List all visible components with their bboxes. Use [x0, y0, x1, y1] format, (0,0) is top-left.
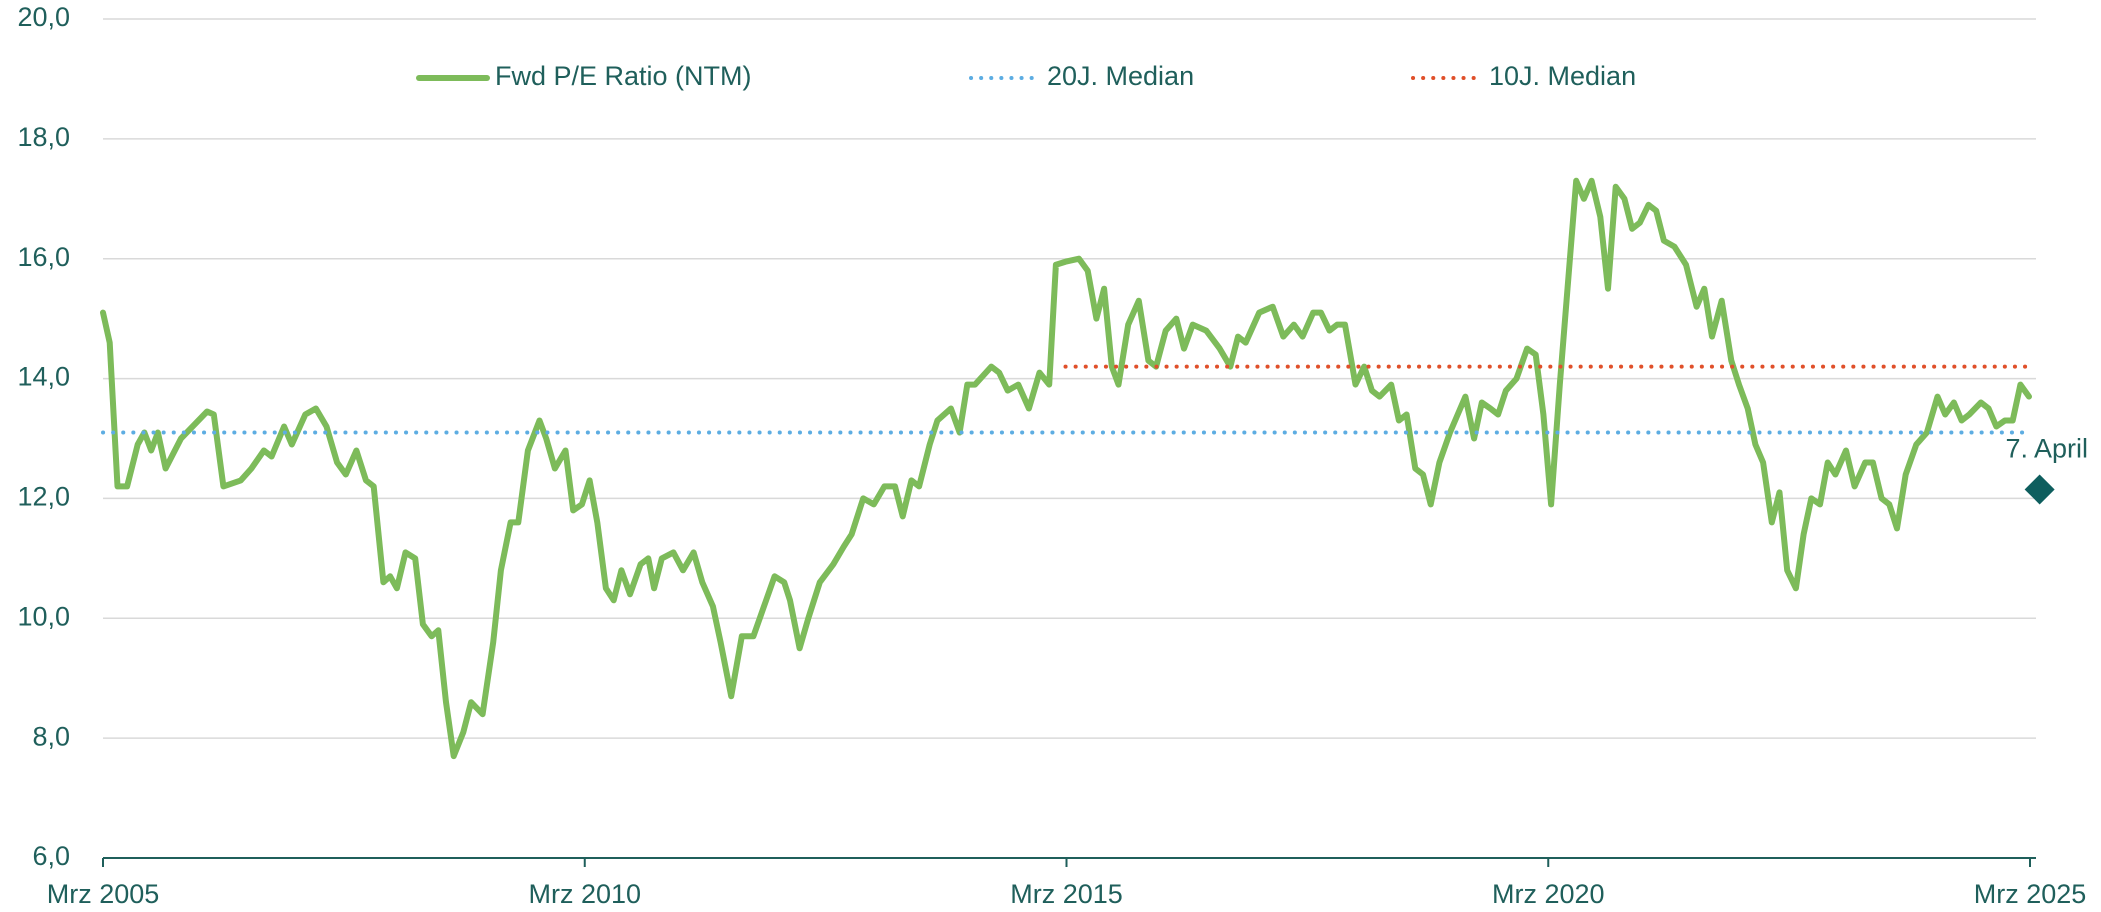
legend-label: Fwd P/E Ratio (NTM): [495, 61, 752, 91]
legend-label: 10J. Median: [1489, 61, 1636, 91]
annotation-label: 7. April: [2005, 434, 2088, 464]
y-tick-label: 12,0: [17, 482, 70, 512]
y-tick-label: 16,0: [17, 242, 70, 272]
annotation-marker: [2024, 474, 2055, 505]
y-tick-label: 6,0: [32, 841, 70, 871]
y-tick-label: 20,0: [17, 2, 70, 32]
y-tick-label: 14,0: [17, 362, 70, 392]
x-tick-label: Mrz 2015: [1010, 879, 1123, 909]
x-tick-label: Mrz 2005: [47, 879, 160, 909]
legend-label: 20J. Median: [1047, 61, 1194, 91]
y-tick-label: 8,0: [32, 721, 70, 751]
x-tick-label: Mrz 2025: [1974, 879, 2087, 909]
y-tick-label: 10,0: [17, 601, 70, 631]
y-tick-label: 18,0: [17, 122, 70, 152]
x-tick-label: Mrz 2020: [1492, 879, 1605, 909]
series-line: [100, 177, 2032, 760]
x-tick-label: Mrz 2010: [528, 879, 641, 909]
